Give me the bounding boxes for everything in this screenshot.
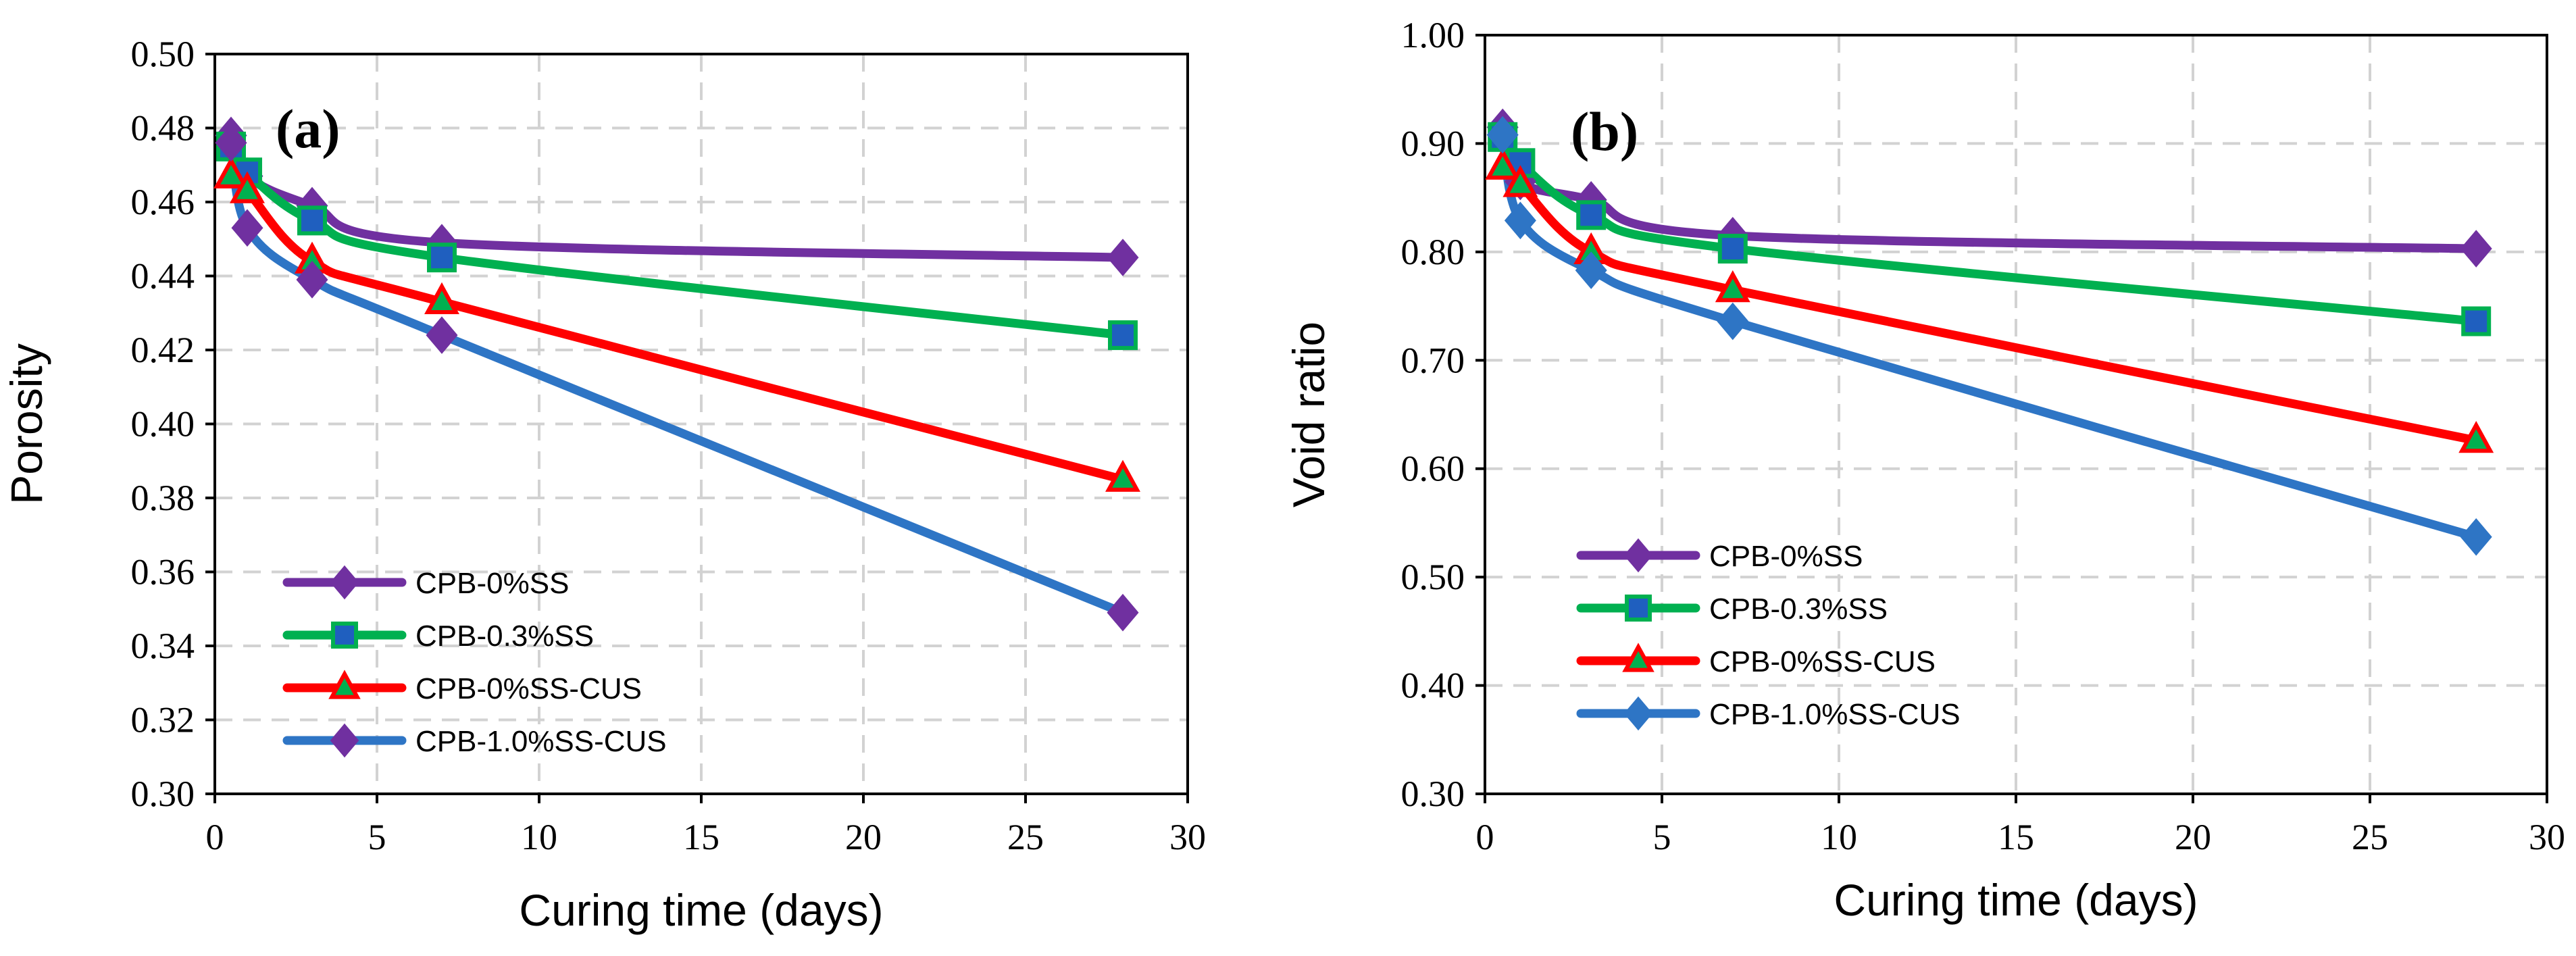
legend-marker <box>330 723 359 758</box>
legend-label: CPB-0%SS <box>415 567 569 600</box>
legend-label: CPB-0.3%SS <box>415 620 594 653</box>
y-tick-label: 0.46 <box>131 182 195 222</box>
data-point <box>215 124 247 162</box>
series-line-CPB-0%SS <box>1498 122 2481 253</box>
y-axis-title: Void ratio <box>1284 322 1334 507</box>
y-tick-label: 0.30 <box>1401 774 1465 814</box>
data-point <box>1485 147 1521 180</box>
x-axis-title: Curing time (days) <box>1834 875 2198 925</box>
data-point <box>297 205 327 236</box>
x-tick-label: 20 <box>2175 817 2211 857</box>
y-tick-label: 0.48 <box>131 108 195 149</box>
x-tick-label: 5 <box>368 817 386 857</box>
y-tick-label: 0.42 <box>131 330 195 370</box>
data-point <box>2460 518 2492 556</box>
y-tick-label: 0.44 <box>131 256 195 297</box>
gridlines <box>1485 34 2548 794</box>
legend-label: CPB-1.0%SS-CUS <box>415 725 667 758</box>
x-tick-label: 10 <box>1821 817 1857 857</box>
series-line-CPB-1.0%SS-CUS <box>226 138 1128 618</box>
data-point <box>1576 200 1607 230</box>
y-tick-label: 0.30 <box>131 774 195 814</box>
data-point <box>1502 165 1538 197</box>
legend-label: CPB-1.0%SS-CUS <box>1709 698 1961 731</box>
y-tick-label: 0.50 <box>131 34 195 74</box>
legend: CPB-0%SS CPB-0.3%SS CPB-0%SS-CUS CPB-1.0%SS… <box>282 565 667 758</box>
y-tick-label: 0.36 <box>131 552 195 593</box>
x-tick-label: 30 <box>1169 817 1206 857</box>
legend-label: CPB-0%SS <box>1709 540 1863 573</box>
y-tick-label: 0.70 <box>1401 340 1465 380</box>
y-tick-label: 0.90 <box>1401 123 1465 163</box>
gridlines <box>215 53 1189 794</box>
y-tick-label: 0.34 <box>131 626 195 666</box>
x-tick-label: 20 <box>845 817 882 857</box>
x-tick-label: 0 <box>206 817 224 857</box>
series-markers-CPB-0.3%SS <box>216 131 1138 351</box>
x-tick-label: 25 <box>1007 817 1044 857</box>
chart-panel-b: 0.30 0.40 0.50 0.60 0.70 0.80 0.90 1.00 0 5 10 15 20… <box>1284 15 2565 925</box>
x-tick-label: 15 <box>1998 817 2034 857</box>
x-tick-label: 0 <box>1476 817 1494 857</box>
data-point <box>213 156 249 188</box>
data-point <box>1715 270 1750 303</box>
series-markers-CPB-1.0%SS-CUS <box>1486 116 2492 556</box>
x-tick-label: 5 <box>1653 817 1671 857</box>
legend-marker <box>331 622 358 649</box>
y-tick-label: 0.80 <box>1401 232 1465 272</box>
legend-marker <box>330 565 359 600</box>
data-point <box>1108 320 1138 351</box>
series-markers-CPB-0%SS-CUS <box>213 156 1140 492</box>
data-point <box>1107 238 1139 276</box>
data-point <box>1105 459 1140 492</box>
legend-marker <box>328 670 361 699</box>
x-tick-label: 25 <box>2352 817 2388 857</box>
legend-label: CPB-0%SS-CUS <box>1709 645 1936 678</box>
y-axis-title: Porosity <box>1 343 51 504</box>
series-markers-CPB-1.0%SS-CUS <box>215 124 1139 632</box>
panel-label: (a) <box>276 98 340 159</box>
data-point <box>1575 251 1607 289</box>
legend-marker <box>1623 538 1653 573</box>
data-point <box>2460 230 2492 268</box>
x-axis-title: Curing time (days) <box>519 885 883 935</box>
data-point <box>426 316 458 354</box>
series-markers-CPB-0%SS-CUS <box>1485 147 2494 453</box>
legend-marker <box>1623 696 1653 731</box>
data-point <box>231 209 263 247</box>
y-tick-label: 0.38 <box>131 478 195 518</box>
data-point <box>1717 302 1749 341</box>
x-tick-label: 15 <box>683 817 719 857</box>
series-line-CPB-1.0%SS-CUS <box>1498 130 2481 542</box>
series-line-CPB-0%SS <box>226 130 1128 262</box>
y-tick-label: 0.40 <box>131 404 195 445</box>
data-point <box>1504 201 1536 240</box>
data-point <box>230 171 265 203</box>
chart-panel-a: 0.30 0.32 0.34 0.36 0.38 0.40 0.42 0.44 0.46 0.48… <box>1 34 1206 935</box>
y-tick-label: 0.50 <box>1401 557 1465 597</box>
legend: CPB-0%SS CPB-0.3%SS CPB-0%SS-CUS CPB-1.0%SS… <box>1576 538 1961 731</box>
y-tick-label: 1.00 <box>1401 15 1465 55</box>
data-point <box>296 261 328 299</box>
data-point <box>1486 116 1519 154</box>
data-point <box>427 243 457 273</box>
x-tick-label: 10 <box>521 817 557 857</box>
data-point <box>1107 593 1139 632</box>
data-point <box>2461 306 2492 336</box>
y-tick-label: 0.60 <box>1401 449 1465 489</box>
legend-label: CPB-0%SS-CUS <box>415 672 642 705</box>
legend-label: CPB-0.3%SS <box>1709 593 1888 626</box>
panel-label: (b) <box>1571 101 1638 162</box>
y-tick-label: 0.32 <box>131 700 195 740</box>
legend-marker <box>1625 595 1652 622</box>
data-point <box>424 282 459 315</box>
x-tick-label: 30 <box>2529 817 2565 857</box>
legend-marker <box>1622 643 1655 672</box>
data-point <box>2458 420 2494 453</box>
data-point <box>1717 234 1748 264</box>
y-tick-label: 0.40 <box>1401 665 1465 706</box>
